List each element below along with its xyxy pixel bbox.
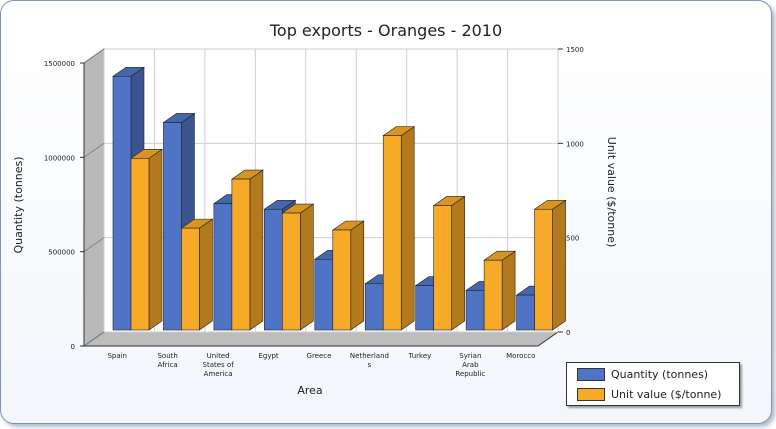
x-tick-label: Spain xyxy=(107,352,127,360)
x-tick-label-line: United xyxy=(207,352,230,360)
x-tick-label-line: America xyxy=(204,370,233,378)
y-tick-label-left: 1500000 xyxy=(44,60,75,68)
y-tick-label-left: 1000000 xyxy=(44,154,75,162)
y-tick-label-left: 500000 xyxy=(48,249,75,257)
x-tick-label: United States of America xyxy=(203,352,235,378)
bar-quantity xyxy=(112,75,132,331)
legend-label-unit-value: Unit value ($/tonne) xyxy=(611,388,722,401)
x-tick-label-line: Greece xyxy=(307,352,332,360)
x-tick-label-line: Netherland xyxy=(350,352,389,360)
bar-quantity xyxy=(364,283,384,331)
x-tick-label-line: States of xyxy=(203,361,235,369)
legend-item-unit-value: Unit value ($/tonne) xyxy=(577,386,739,403)
y-tick-label-right: 0 xyxy=(566,329,570,337)
x-tick-label-line: Egypt xyxy=(258,352,278,360)
x-tick-label: Syrian Arab Republic xyxy=(455,352,485,378)
x-tick-label-line: Republic xyxy=(455,370,485,378)
bar-unit-value xyxy=(483,259,503,331)
legend: Quantity (tonnes) Unit value ($/tonne) xyxy=(566,362,740,406)
bar-unit-value xyxy=(382,135,402,331)
y-tick-label-left: 0 xyxy=(71,343,75,351)
bar-unit-value xyxy=(282,212,301,331)
y-tick-label-right: 500 xyxy=(566,235,579,243)
y-axis-label-left: Quantity (tonnes) xyxy=(12,156,25,253)
bar-quantity xyxy=(415,285,434,331)
y-axis-label-right: Unit value ($/tonne) xyxy=(605,137,618,247)
bar-unit-value-side xyxy=(148,148,163,331)
x-tick-label: South Africa xyxy=(157,352,177,369)
side-wall-grid-line xyxy=(83,331,105,347)
x-tick-label-line: Africa xyxy=(158,361,178,369)
legend-swatch-unit-value xyxy=(577,388,605,401)
side-wall-grid-line xyxy=(83,237,105,253)
x-axis-label: Area xyxy=(297,384,322,397)
x-tick-label-line: Spain xyxy=(107,352,127,360)
bar-unit-value xyxy=(433,205,452,331)
bar-quantity xyxy=(163,122,182,331)
bar-unit-value-side xyxy=(249,169,264,331)
bar-quantity xyxy=(264,208,283,331)
x-tick-label-line: South xyxy=(157,352,177,360)
bar-quantity xyxy=(213,203,233,331)
x-tick-label-line: s xyxy=(368,361,372,369)
x-tick-label: Netherland s xyxy=(350,352,389,369)
bar-unit-value xyxy=(332,229,352,331)
bar-unit-value-side xyxy=(400,126,415,331)
bar-quantity xyxy=(516,294,535,331)
y-tick-label-right: 1000 xyxy=(566,140,584,148)
x-tick-label-line: Morocco xyxy=(506,352,535,360)
bar-unit-value-side xyxy=(300,203,314,331)
bar-unit-value xyxy=(534,208,553,331)
plot-area: 0 500000 1000000 1500000 0 500 1000 1500 Spain So… xyxy=(44,46,584,378)
bar-unit-value xyxy=(181,227,200,331)
x-tick-label-line: Arab xyxy=(462,361,479,369)
legend-item-quantity: Quantity (tonnes) xyxy=(577,366,739,383)
bar-unit-value-side xyxy=(199,218,213,331)
legend-label-quantity: Quantity (tonnes) xyxy=(611,368,709,381)
side-wall xyxy=(83,48,105,347)
side-wall-grid-line xyxy=(83,48,105,64)
floor xyxy=(82,331,560,347)
bar-quantity xyxy=(314,258,334,331)
bar-unit-value-side xyxy=(350,220,365,331)
bar-unit-value-side xyxy=(501,250,516,331)
bar-unit-value-side xyxy=(552,199,566,331)
y-tick-label-right: 1500 xyxy=(566,46,584,54)
bar-unit-value xyxy=(231,178,251,331)
x-tick-label: Egypt xyxy=(258,352,278,360)
legend-swatch-quantity xyxy=(577,368,605,381)
side-wall-grid-line xyxy=(83,142,105,158)
x-tick-label: Greece xyxy=(307,352,332,360)
bar-unit-value xyxy=(130,158,150,331)
x-tick-label: Turkey xyxy=(407,352,431,360)
bar-unit-value-side xyxy=(451,195,465,331)
chart-title: Top exports - Oranges - 2010 xyxy=(269,21,502,40)
x-tick-label-line: Syrian xyxy=(459,352,481,360)
x-tick-label: Morocco xyxy=(506,352,535,360)
bar-quantity xyxy=(465,290,485,331)
x-tick-label-line: Turkey xyxy=(407,352,431,360)
